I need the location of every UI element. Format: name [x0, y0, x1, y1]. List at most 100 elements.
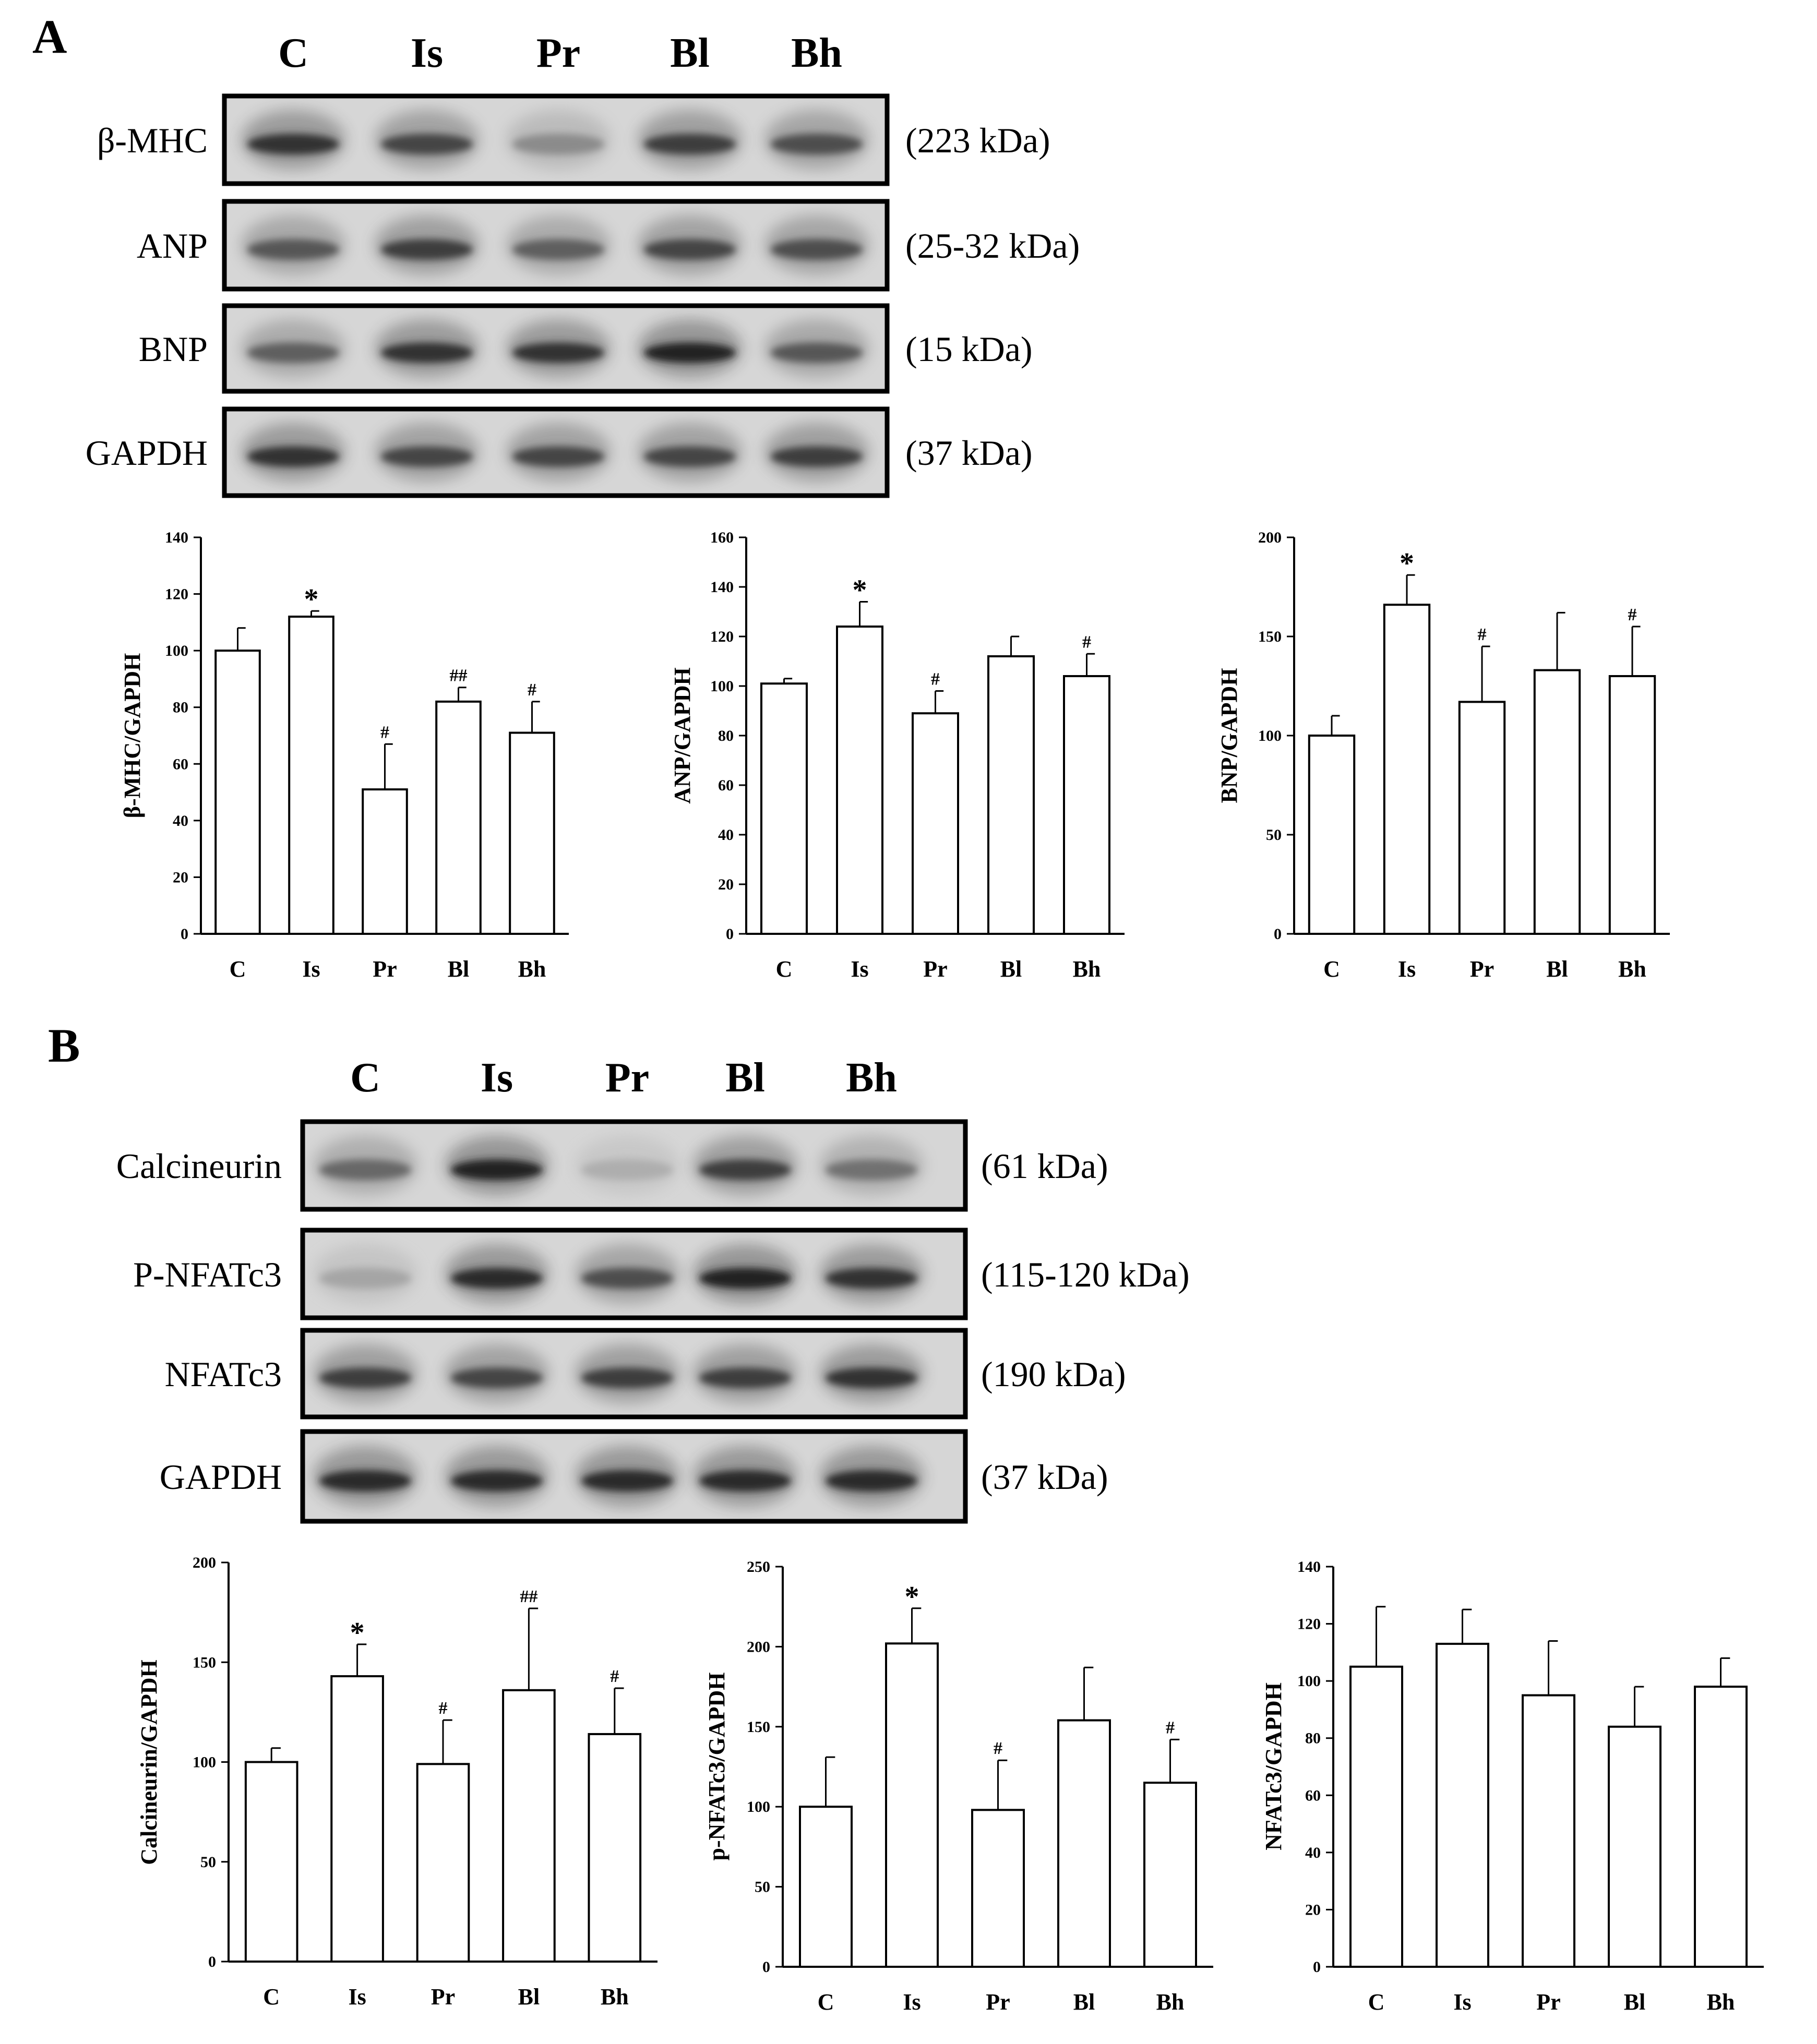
- lane-label-bh: Bh: [846, 1055, 897, 1101]
- y-tick-label: 0: [726, 925, 734, 943]
- band-bl: [699, 1159, 791, 1181]
- y-tick-label: 50: [200, 1854, 216, 1871]
- bar-bl: [435, 700, 482, 935]
- band-c: [247, 134, 339, 155]
- bar-bh: [588, 1733, 642, 1963]
- x-tick-label-pr: Pr: [1536, 1989, 1560, 2015]
- y-tick-label: 80: [718, 727, 734, 744]
- lane-label-bh: Bh: [791, 30, 842, 76]
- lane-label-is: Is: [411, 30, 443, 76]
- y-tick-label: 40: [718, 826, 734, 844]
- band-pr: [581, 1268, 673, 1289]
- band-pr: [581, 1470, 673, 1492]
- band-bh: [771, 134, 863, 155]
- bar-is: [1436, 1642, 1489, 1968]
- band-is: [381, 134, 473, 155]
- bar-c: [1308, 735, 1356, 935]
- x-tick-label-bl: Bl: [448, 956, 470, 982]
- y-tick-label: 0: [208, 1953, 216, 1970]
- blot-panel-a: C Is Pr Bl Bh β-MHC (223 kDa) ANP (25-32 kDa) BNP…: [86, 30, 1080, 498]
- x-tick-label-pr: Pr: [986, 1989, 1010, 2015]
- y-tick-label: 250: [747, 1558, 770, 1576]
- significance-mark-is: *: [853, 574, 867, 607]
- bar-bh: [509, 731, 555, 935]
- y-tick-label: 0: [1313, 1958, 1321, 1976]
- x-tick-label-is: Is: [1398, 956, 1416, 982]
- blot-kda-gapdh: (37 kDa): [981, 1457, 1108, 1497]
- chart-bnp-gapdh: 0 50 100 150 200 BNP/GAPDH C * Is # Pr Bl # Bh: [1216, 529, 1670, 982]
- y-tick-label: 150: [747, 1718, 770, 1736]
- lane-label-pr: Pr: [605, 1055, 649, 1101]
- band-is: [451, 1159, 543, 1181]
- band-pr: [581, 1367, 673, 1389]
- x-tick-label-bl: Bl: [1546, 956, 1568, 982]
- blot-row-gapdh: GAPDH (37 kDa): [160, 1429, 1108, 1524]
- bar-bh: [1608, 675, 1656, 935]
- x-tick-label-is: Is: [1453, 1989, 1471, 2015]
- band-c: [319, 1268, 411, 1289]
- significance-mark-is: *: [905, 1581, 919, 1613]
- significance-mark-is: *: [1400, 547, 1414, 580]
- blot-label-anp: ANP: [137, 226, 208, 266]
- blot-row-calcineurin: Calcineurin (61 kDa): [116, 1119, 1108, 1212]
- significance-mark-bh: #: [528, 680, 536, 700]
- bar-c: [799, 1806, 853, 1968]
- significance-mark-bh: #: [1082, 632, 1091, 652]
- blot-label-p-nfatc3: P-NFATc3: [133, 1255, 282, 1294]
- significance-mark-pr: #: [439, 1699, 448, 1718]
- band-bh: [826, 1470, 917, 1492]
- band-bl: [644, 342, 736, 363]
- band-is: [451, 1470, 543, 1492]
- y-tick-label: 100: [747, 1798, 770, 1815]
- y-tick-label: 60: [1305, 1787, 1321, 1804]
- x-tick-label-bh: Bh: [1073, 956, 1101, 982]
- x-tick-label-bh: Bh: [1618, 956, 1646, 982]
- y-tick-label: 0: [1274, 925, 1282, 943]
- lane-label-bl: Bl: [725, 1055, 765, 1101]
- bar-is: [288, 616, 334, 935]
- blot-label-nfatc3: NFATc3: [165, 1354, 282, 1394]
- y-tick-label: 200: [1258, 529, 1282, 546]
- y-tick-label: 140: [1297, 1558, 1321, 1576]
- x-tick-label-is: Is: [348, 1984, 366, 2010]
- bar-is: [836, 626, 883, 935]
- significance-mark-bh: #: [1628, 605, 1637, 624]
- y-tick-label: 60: [718, 777, 734, 794]
- significance-mark-pr: #: [380, 723, 389, 742]
- chart-nfatc3-gapdh: 0 20 40 60 80 100 120 140 NFATc3/GAPDH C Is Pr Bl Bh: [1261, 1558, 1764, 2015]
- bar-bh: [1143, 1782, 1197, 1968]
- bar-pr: [1522, 1694, 1575, 1968]
- band-c: [319, 1367, 411, 1389]
- band-c: [319, 1470, 411, 1492]
- bar-bh: [1063, 675, 1110, 935]
- y-tick-label: 200: [193, 1554, 216, 1571]
- blot-kda-mhc: (223 kDa): [905, 121, 1050, 160]
- lane-label-c: C: [278, 30, 308, 76]
- bar-is: [330, 1675, 384, 1963]
- significance-mark-bl: ##: [520, 1587, 537, 1606]
- blot-kda-calcineurin: (61 kDa): [981, 1146, 1108, 1186]
- y-axis-label: ANP/GAPDH: [670, 667, 695, 804]
- band-bl: [699, 1268, 791, 1289]
- x-tick-label-bl: Bl: [1624, 1989, 1646, 2015]
- blot-row-bnp: BNP (15 kDa): [139, 303, 1033, 394]
- band-bh: [826, 1367, 917, 1389]
- significance-mark-bh: #: [610, 1667, 619, 1686]
- y-tick-label: 100: [193, 1754, 216, 1771]
- significance-mark-pr: #: [1478, 625, 1487, 644]
- lane-label-bl: Bl: [670, 30, 710, 76]
- chart-mhc-gapdh: 0 20 40 60 80 100 120 140 β-MHC/GAPDH C * Is # Pr ## Bl…: [119, 529, 569, 982]
- significance-mark-is: *: [304, 583, 319, 616]
- band-is: [451, 1367, 543, 1389]
- y-tick-label: 40: [1305, 1844, 1321, 1861]
- x-tick-label-pr: Pr: [431, 1984, 455, 2010]
- bar-bh: [1694, 1686, 1748, 1968]
- band-bl: [644, 134, 736, 155]
- x-tick-label-pr: Pr: [373, 956, 397, 982]
- band-c: [247, 342, 339, 363]
- band-bl: [699, 1470, 791, 1492]
- x-tick-label-is: Is: [903, 1989, 921, 2015]
- bar-bl: [987, 655, 1035, 935]
- blot-row-gapdh: GAPDH (37 kDa): [86, 406, 1033, 498]
- x-tick-label-bh: Bh: [518, 956, 546, 982]
